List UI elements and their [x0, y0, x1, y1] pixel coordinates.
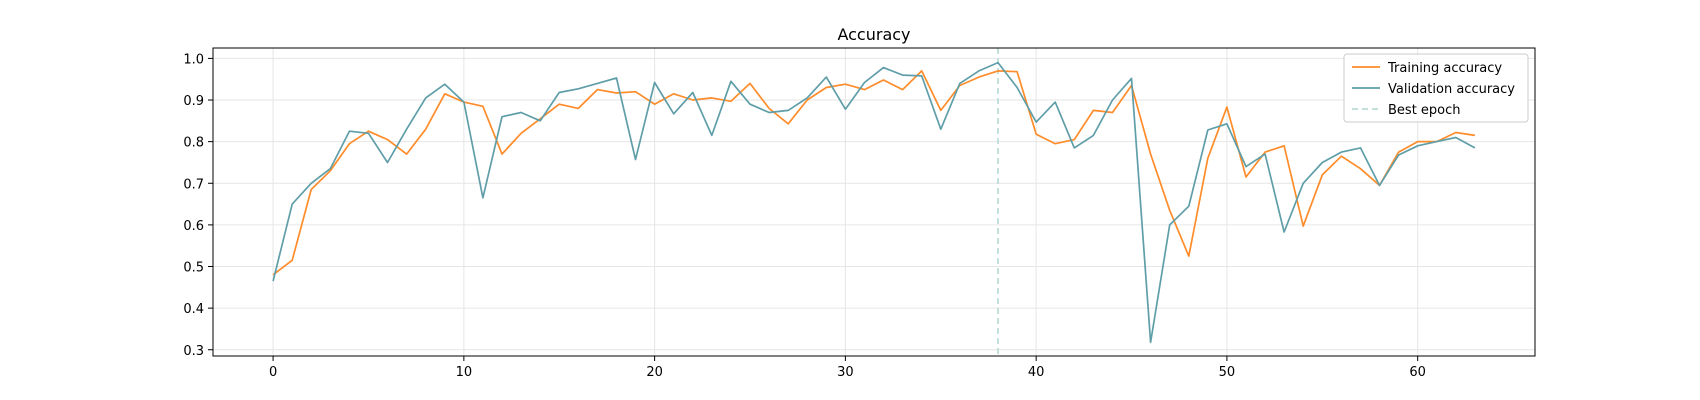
legend-box [1343, 53, 1529, 123]
chart-title: Accuracy [837, 25, 910, 44]
legend-label-validation: Validation accuracy [1388, 82, 1515, 97]
x-tick-label: 30 [837, 365, 854, 380]
y-tick-label: 0.5 [183, 261, 204, 276]
training-accuracy-line [272, 70, 1476, 276]
x-tick-label: 0 [269, 365, 277, 380]
legend-label-training: Training accuracy [1387, 61, 1502, 76]
y-tick-label: 0.3 [183, 344, 204, 359]
legend-label-best-epoch: Best epoch [1388, 103, 1461, 118]
validation-accuracy-line [272, 61, 1476, 344]
y-tick-label: 1.0 [183, 52, 204, 67]
x-tick-label: 50 [1219, 365, 1236, 380]
x-tick-label: 10 [456, 365, 473, 380]
legend: Training accuracy Validation accuracy Be… [1343, 53, 1529, 123]
axis-ticks: 0 10 20 30 40 50 60 0.3 0.4 0.5 0.6 0.7 0.8 0.9 1.0 [183, 52, 1426, 380]
x-tick-label: 60 [1409, 365, 1426, 380]
y-tick-label: 0.7 [183, 177, 204, 192]
y-tick-label: 0.9 [183, 94, 204, 109]
series-lines [272, 61, 1476, 344]
y-tick-label: 0.6 [183, 219, 204, 234]
x-tick-label: 20 [646, 365, 663, 380]
x-tick-label: 40 [1028, 365, 1045, 380]
y-tick-label: 0.4 [183, 302, 204, 317]
plot-area-frame [212, 47, 1536, 357]
grid [213, 48, 1535, 356]
y-tick-label: 0.8 [183, 136, 204, 151]
